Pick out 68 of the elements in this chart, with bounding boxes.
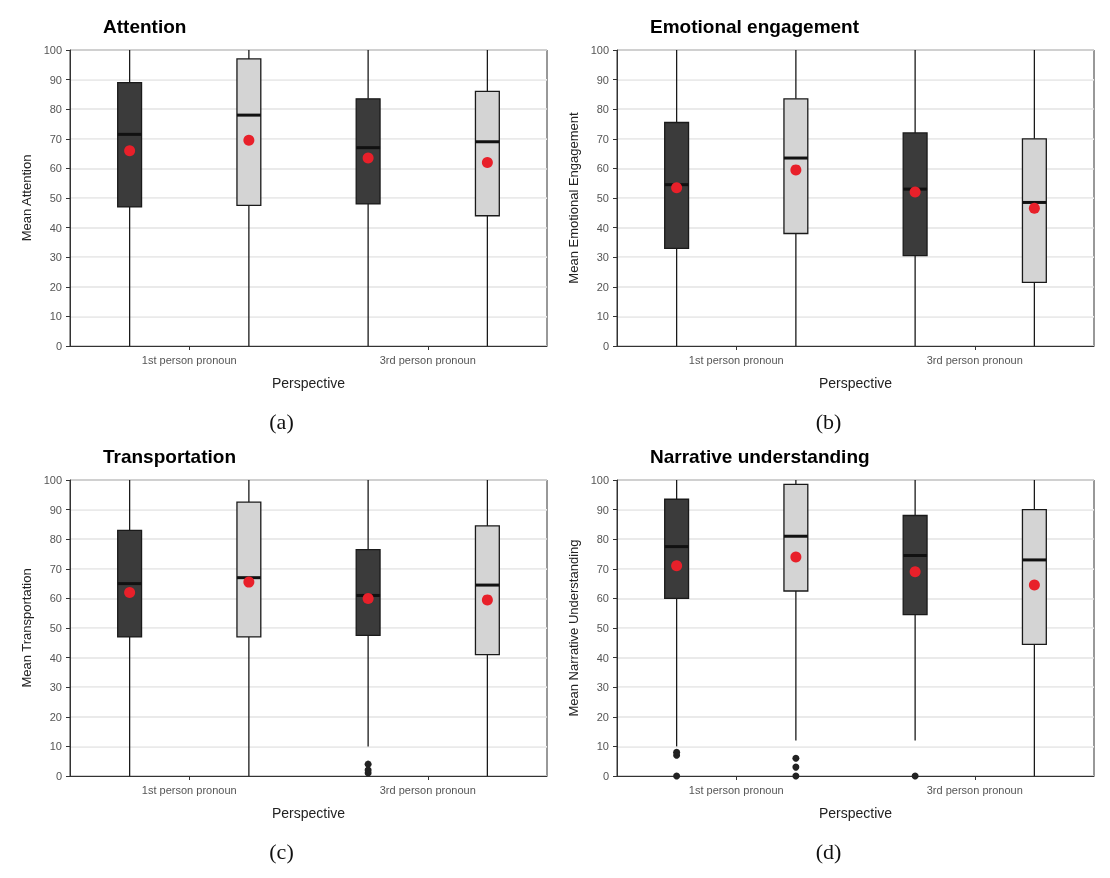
y-tick-label: 60 <box>49 592 62 605</box>
y-axis-title: Mean Emotional Engagement <box>565 111 581 284</box>
y-tick-label: 70 <box>49 132 62 145</box>
x-tick-label: 1st person pronoun <box>141 353 237 366</box>
y-tick-label: 10 <box>596 740 609 753</box>
text: (a) <box>269 408 294 434</box>
chart-title: Attention <box>103 16 187 37</box>
y-tick-label: 10 <box>49 740 62 753</box>
y-tick-label: 100 <box>43 44 62 56</box>
x-axis-title: Perspective <box>271 805 346 821</box>
y-tick-label: 40 <box>596 221 609 234</box>
x-tick-label: 3rd person pronoun <box>379 353 476 366</box>
text: (d) <box>815 838 842 864</box>
x-axis-title: Perspective <box>271 375 346 391</box>
y-tick-label: 0 <box>602 770 609 782</box>
x-axis-title: Perspective <box>818 375 893 391</box>
y-tick-label: 70 <box>49 562 62 575</box>
y-tick-label: 70 <box>596 562 609 575</box>
text: (b) <box>815 408 842 434</box>
x-tick-label: 3rd person pronoun <box>926 783 1023 796</box>
y-tick-label: 30 <box>49 681 62 694</box>
y-tick-label: 0 <box>55 340 62 352</box>
y-tick-label: 50 <box>596 622 609 634</box>
y-axis-title: Mean Narrative Understanding <box>565 539 581 717</box>
y-tick-label: 20 <box>49 710 62 723</box>
y-tick-label: 70 <box>596 132 609 145</box>
x-tick-label: 1st person pronoun <box>688 783 784 796</box>
y-tick-label: 100 <box>590 44 609 56</box>
y-tick-label: 20 <box>596 280 609 293</box>
y-tick-label: 20 <box>49 280 62 293</box>
y-tick-label: 40 <box>49 651 62 664</box>
y-tick-label: 90 <box>596 73 609 86</box>
y-tick-label: 60 <box>49 162 62 175</box>
y-axis-title: Mean Attention <box>18 154 34 242</box>
y-tick-label: 0 <box>55 770 62 782</box>
y-tick-label: 30 <box>596 681 609 694</box>
x-axis-title: Perspective <box>818 805 893 821</box>
x-tick-label: 3rd person pronoun <box>926 353 1023 366</box>
y-tick-label: 40 <box>596 651 609 664</box>
y-tick-label: 80 <box>49 533 62 546</box>
y-tick-label: 80 <box>596 533 609 546</box>
y-tick-label: 90 <box>596 503 609 516</box>
y-tick-label: 10 <box>596 310 609 323</box>
y-tick-label: 80 <box>49 103 62 116</box>
y-tick-label: 30 <box>49 251 62 264</box>
y-tick-label: 50 <box>49 192 62 204</box>
x-tick-label: 1st person pronoun <box>688 353 784 366</box>
y-tick-label: 80 <box>596 103 609 116</box>
y-axis-title: Mean Transportation <box>18 568 34 688</box>
y-tick-label: 30 <box>596 251 609 264</box>
chart-title: Transportation <box>103 446 237 467</box>
chart-title: Narrative understanding <box>650 446 870 467</box>
y-tick-label: 100 <box>590 474 609 486</box>
chart-title: Emotional engagement <box>650 16 860 37</box>
y-tick-label: 90 <box>49 73 62 86</box>
x-tick-label: 1st person pronoun <box>141 783 237 796</box>
y-tick-label: 0 <box>602 340 609 352</box>
y-tick-label: 90 <box>49 503 62 516</box>
x-tick-label: 3rd person pronoun <box>379 783 476 796</box>
y-tick-label: 50 <box>596 192 609 204</box>
y-tick-label: 20 <box>596 710 609 723</box>
y-tick-label: 60 <box>596 592 609 605</box>
y-tick-label: 100 <box>43 474 62 486</box>
y-tick-label: 10 <box>49 310 62 323</box>
text: (c) <box>269 838 294 864</box>
y-tick-label: 40 <box>49 221 62 234</box>
y-tick-label: 60 <box>596 162 609 175</box>
y-tick-label: 50 <box>49 622 62 634</box>
